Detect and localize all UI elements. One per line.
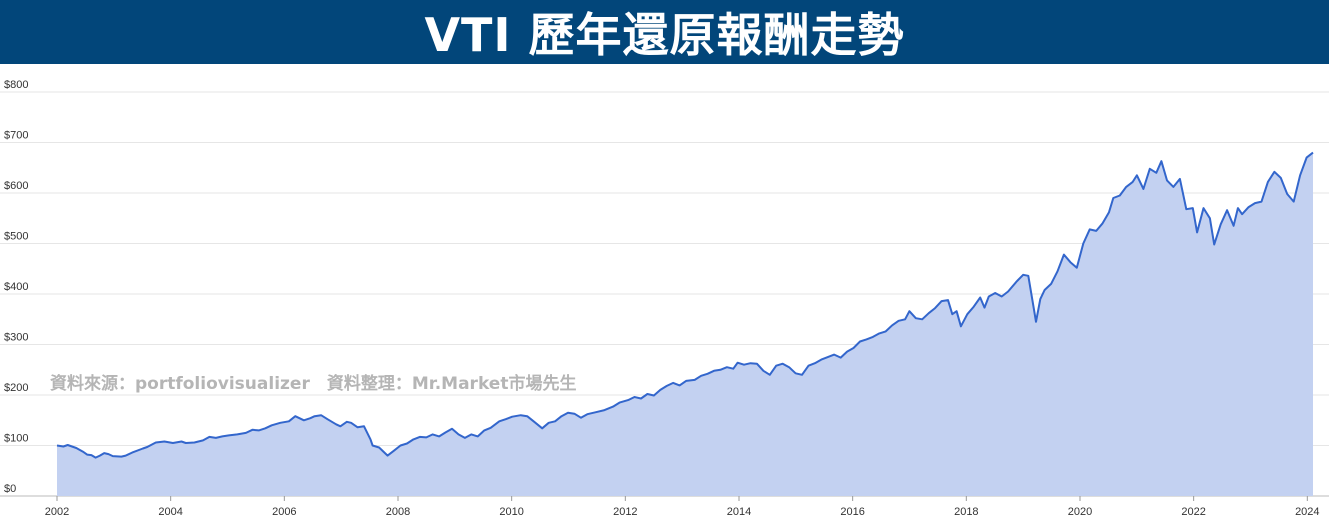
chart-area xyxy=(56,151,1314,496)
x-tick-label: 2022 xyxy=(1181,506,1205,518)
x-tick-label: 2010 xyxy=(499,506,523,518)
x-tick-label: 2008 xyxy=(386,506,410,518)
x-tick-label: 2012 xyxy=(613,506,637,518)
x-tick-label: 2018 xyxy=(954,506,978,518)
page-title: VTI 歷年還原報酬走勢 xyxy=(424,8,905,62)
x-axis: 2002 2004 2006 2008 2010 2012 2014 2016 2018 2020… xyxy=(45,496,1320,518)
watermark: 資料來源：portfoliovisualizer 資料整理：Mr.Market市… xyxy=(50,373,576,394)
y-tick-label: $0 xyxy=(4,483,16,495)
y-tick-label: $700 xyxy=(4,130,28,142)
series-line xyxy=(56,151,1314,459)
y-tick-label: $200 xyxy=(4,382,28,394)
y-tick-label: $600 xyxy=(4,180,28,192)
y-tick-label: $100 xyxy=(4,433,28,445)
x-tick-label: 2020 xyxy=(1068,506,1092,518)
title-bar: VTI 歷年還原報酬走勢 xyxy=(0,0,1329,64)
y-tick-label: $400 xyxy=(4,281,28,293)
x-tick-label: 2024 xyxy=(1295,506,1319,518)
series-area-fill xyxy=(57,152,1313,496)
x-tick-label: 2002 xyxy=(45,506,69,518)
y-axis: $0 $100 $200 $300 $400 $500 $600 $700 $800 xyxy=(4,79,28,495)
y-tick-label: $500 xyxy=(4,231,28,243)
x-tick-label: 2014 xyxy=(727,506,751,518)
x-tick-label: 2004 xyxy=(158,506,182,518)
x-tick-label: 2016 xyxy=(840,506,864,518)
y-tick-label: $300 xyxy=(4,332,28,344)
x-tick-label: 2006 xyxy=(272,506,296,518)
y-tick-label: $800 xyxy=(4,79,28,91)
